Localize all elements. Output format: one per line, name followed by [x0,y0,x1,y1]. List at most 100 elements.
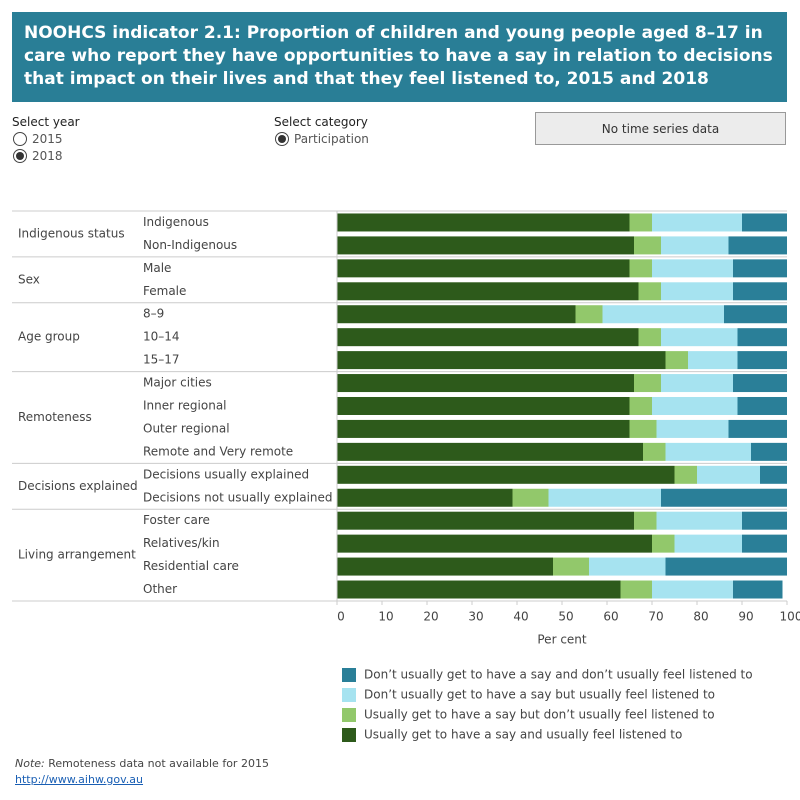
bar-segment [652,213,742,232]
legend-swatch [342,728,356,742]
bar-segment [629,259,652,278]
legend-label: Don’t usually get to have a say and don’… [364,668,753,682]
x-tick-label: 20 [423,609,438,623]
bar-segment [697,465,760,484]
bar-segment [575,305,603,324]
bar-segment [337,328,639,347]
bar-segment [656,511,742,530]
category-label: Residential care [143,559,239,573]
bar-segment [688,351,738,370]
bar-segment [337,419,630,438]
category-label: Relatives/kin [143,536,220,550]
link[interactable]: http://www.aihw.gov.au [15,773,144,786]
radio-option[interactable]: Participation [294,132,369,146]
x-tick-label: 10 [378,609,393,623]
note: Note: Remoteness data not available for … [15,757,269,770]
bar-segment [737,328,787,347]
category-label: Other [143,582,177,596]
x-tick-label: 80 [693,609,708,623]
radio-option[interactable]: 2015 [32,132,63,146]
bar-segment [661,282,733,301]
category-label: Decisions not usually explained [143,490,333,504]
group-label: Living arrangement [18,548,136,562]
group-label: Remoteness [18,410,92,424]
bar-segment [589,557,666,576]
bar-segment [337,282,639,301]
x-tick-label: 70 [648,609,663,623]
bar-segment [733,259,787,278]
bar-segment [634,236,661,255]
bar-segment [337,580,621,599]
title: NOOHCS indicator 2.1: Proportion of chil… [12,12,787,102]
bar-segment [674,534,742,553]
x-tick-label: 50 [558,609,573,623]
bar-segment [337,488,513,507]
legend-label: Usually get to have a say but don’t usua… [364,708,715,722]
bar-segment [661,328,738,347]
bar-segment [337,305,576,324]
category-label: 8–9 [143,307,164,321]
year-label: Select year [12,115,80,129]
legend-label: Usually get to have a say and usually fe… [364,728,682,742]
bar-segment [661,374,733,393]
bar-segment [638,282,661,301]
bar-segment [337,213,630,232]
radio-dot [278,135,286,143]
category-label: Male [143,261,171,275]
bar-segment [652,580,733,599]
radio [13,149,27,163]
radio [275,132,289,146]
bar-segment [760,465,787,484]
bar-segment [337,557,553,576]
bar-segment [674,465,697,484]
bar-segment [751,442,787,461]
bar-segment [724,305,787,324]
category-label: Non-Indigenous [143,238,237,252]
legend-swatch [342,708,356,722]
bar-segment [337,374,634,393]
category-label: 10–14 [143,330,180,344]
category-label: Decisions usually explained [143,467,309,481]
category-label: Foster care [143,513,210,527]
bar-segment [661,236,729,255]
x-tick-label: 90 [738,609,753,623]
bar-segment [337,396,630,415]
category-label: Remote and Very remote [143,444,293,458]
group-label: Decisions explained [18,479,138,493]
bar-segment [548,488,661,507]
note-label: Note: [15,757,45,770]
bar-segment [652,534,675,553]
bar-segment [652,259,733,278]
bar-segment [737,351,787,370]
x-axis-label: Per cent [537,632,587,646]
group-label: Indigenous status [18,226,125,240]
bar-segment [629,419,657,438]
bar-segment [638,328,661,347]
radio [13,132,27,146]
bar-segment [643,442,666,461]
radio-option[interactable]: 2018 [32,149,63,163]
button[interactable]: No time series data [535,112,786,145]
bar-segment [733,580,783,599]
note-text: Remoteness data not available for 2015 [48,757,269,770]
bar-segment [742,213,787,232]
bar-segment [656,419,729,438]
bar-segment [337,259,630,278]
category-label: Select category [274,115,368,129]
bar-segment [553,557,589,576]
bar-segment [337,236,634,255]
x-tick-label: 40 [513,609,528,623]
bar-segment [665,442,751,461]
x-tick-label: 100 [780,609,800,623]
bar-segment [337,351,666,370]
category-label: Major cities [143,376,212,390]
x-tick-label: 60 [603,609,618,623]
legend-swatch [342,668,356,682]
bar-segment [665,351,688,370]
bar-segment [337,442,643,461]
bar-segment [742,511,787,530]
bar-segment [634,374,661,393]
x-tick-label: 30 [468,609,483,623]
category-label: Outer regional [143,421,230,435]
